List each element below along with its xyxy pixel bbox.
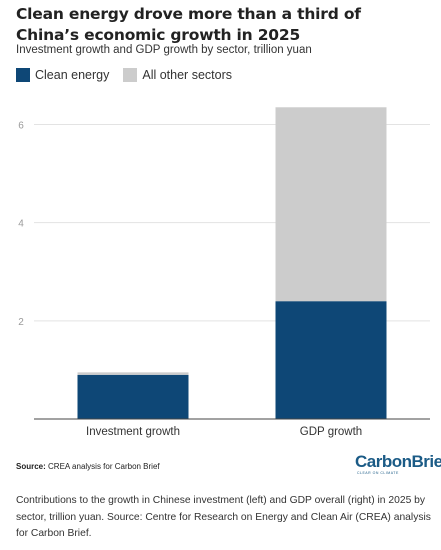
carbon-brief-logo: CarbonBrief CLEAR ON CLIMATE [355,452,441,482]
divider [0,486,441,487]
chart-title: Clean energy drove more than a third of … [16,5,361,44]
logo-text: CarbonBrief [355,452,441,471]
legend-item-other-sectors: All other sectors [123,68,232,82]
figure-caption: Contributions to the growth in Chinese i… [16,495,431,539]
legend-swatch-clean-energy [16,68,30,82]
legend-label-other-sectors: All other sectors [142,68,232,82]
source-note: Source: CREA analysis for Carbon Brief [16,462,160,471]
y-tick-label-6: 6 [18,120,24,131]
x-category-label-1: GDP growth [300,426,362,438]
bar-investment-growth-all-other-sectors [77,372,189,375]
legend-item-clean-energy: Clean energy [16,68,109,82]
chart-legend: Clean energy All other sectors [16,66,246,84]
y-tick-label-4: 4 [18,219,24,230]
source-label: Source: [16,462,46,471]
bar-gdp-growth-all-other-sectors [275,107,387,302]
legend-swatch-other-sectors [123,68,138,82]
source-text: CREA analysis for Carbon Brief [48,462,160,471]
y-tick-label-2: 2 [18,317,24,328]
bar-gdp-growth-clean-energy [275,301,387,419]
bar-investment-growth-clean-energy [77,374,189,419]
x-category-label-0: Investment growth [86,426,180,438]
chart-subtitle: Investment growth and GDP growth by sect… [16,44,312,56]
logo-tagline: CLEAR ON CLIMATE [357,471,399,475]
legend-label-clean-energy: Clean energy [35,68,110,82]
stacked-bar-chart: 2 4 6 Investment growth GDP growth [18,107,430,438]
